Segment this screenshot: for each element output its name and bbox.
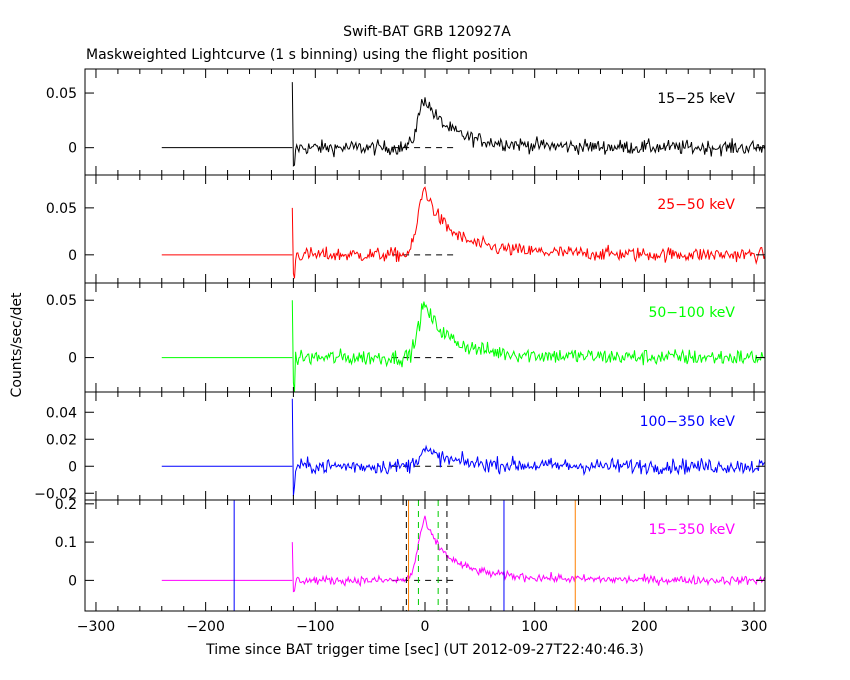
chart-subtitle: Maskweighted Lightcurve (1 s binning) us… (86, 47, 528, 63)
y-tick-label: 0.05 (46, 201, 77, 217)
y-tick-label: 0.1 (55, 535, 77, 551)
panel-frame (84, 391, 766, 501)
y-tick-label: 0 (68, 141, 77, 157)
x-tick-label: 100 (521, 619, 548, 635)
y-tick-label: 0 (68, 351, 77, 367)
y-tick-label: 0.05 (46, 86, 77, 102)
series-line (291, 300, 766, 393)
y-axis-label: Counts/sec/det (9, 292, 25, 397)
panel-3: 0 0.05 50−100 keV (46, 282, 766, 393)
x-tick-label: −100 (296, 619, 334, 635)
x-tick-label: 200 (631, 619, 658, 635)
panels-group: 0 0.05 15−25 keV 0 0.05 25−50 keV 0 0.05 50−100 … (34, 68, 768, 635)
chart-title: Swift-BAT GRB 120927A (343, 24, 511, 40)
panel-frame (84, 282, 766, 393)
panel-energy-label: 50−100 keV (648, 305, 735, 321)
y-tick-label: 0 (68, 573, 77, 589)
panel-2: 0 0.05 25−50 keV (46, 174, 766, 284)
panel-1: 0 0.05 15−25 keV (46, 68, 766, 176)
x-tick-label: −200 (186, 619, 224, 635)
series-line (291, 398, 766, 497)
panel-energy-label: 15−350 keV (648, 522, 735, 538)
y-tick-label: 0.2 (55, 497, 77, 513)
panel-energy-label: 15−25 keV (657, 91, 735, 107)
x-tick-label: 0 (421, 619, 430, 635)
panel-5: 0 0.1 0.2 15−350 keV (55, 497, 766, 612)
y-tick-label: −0.02 (34, 486, 77, 502)
x-axis-label: Time since BAT trigger time [sec] (UT 20… (205, 642, 644, 658)
series-line (291, 186, 766, 279)
panel-frame (84, 174, 766, 284)
y-tick-label: 0 (68, 459, 77, 475)
y-tick-label: 0.02 (46, 432, 77, 448)
series-line (291, 82, 766, 167)
y-tick-label: 0.05 (46, 293, 77, 309)
x-tick-label: −300 (77, 619, 115, 635)
panel-energy-label: 100−350 keV (640, 414, 736, 430)
y-tick-label: 0 (68, 248, 77, 264)
panel-energy-label: 25−50 keV (657, 197, 735, 213)
panel-4: −0.02 0 0.02 0.04 100−350 keV (34, 391, 766, 502)
series-line (291, 515, 766, 593)
panel-frame (84, 68, 766, 176)
x-tick-label: 300 (741, 619, 768, 635)
y-tick-label: 0.04 (46, 405, 77, 421)
